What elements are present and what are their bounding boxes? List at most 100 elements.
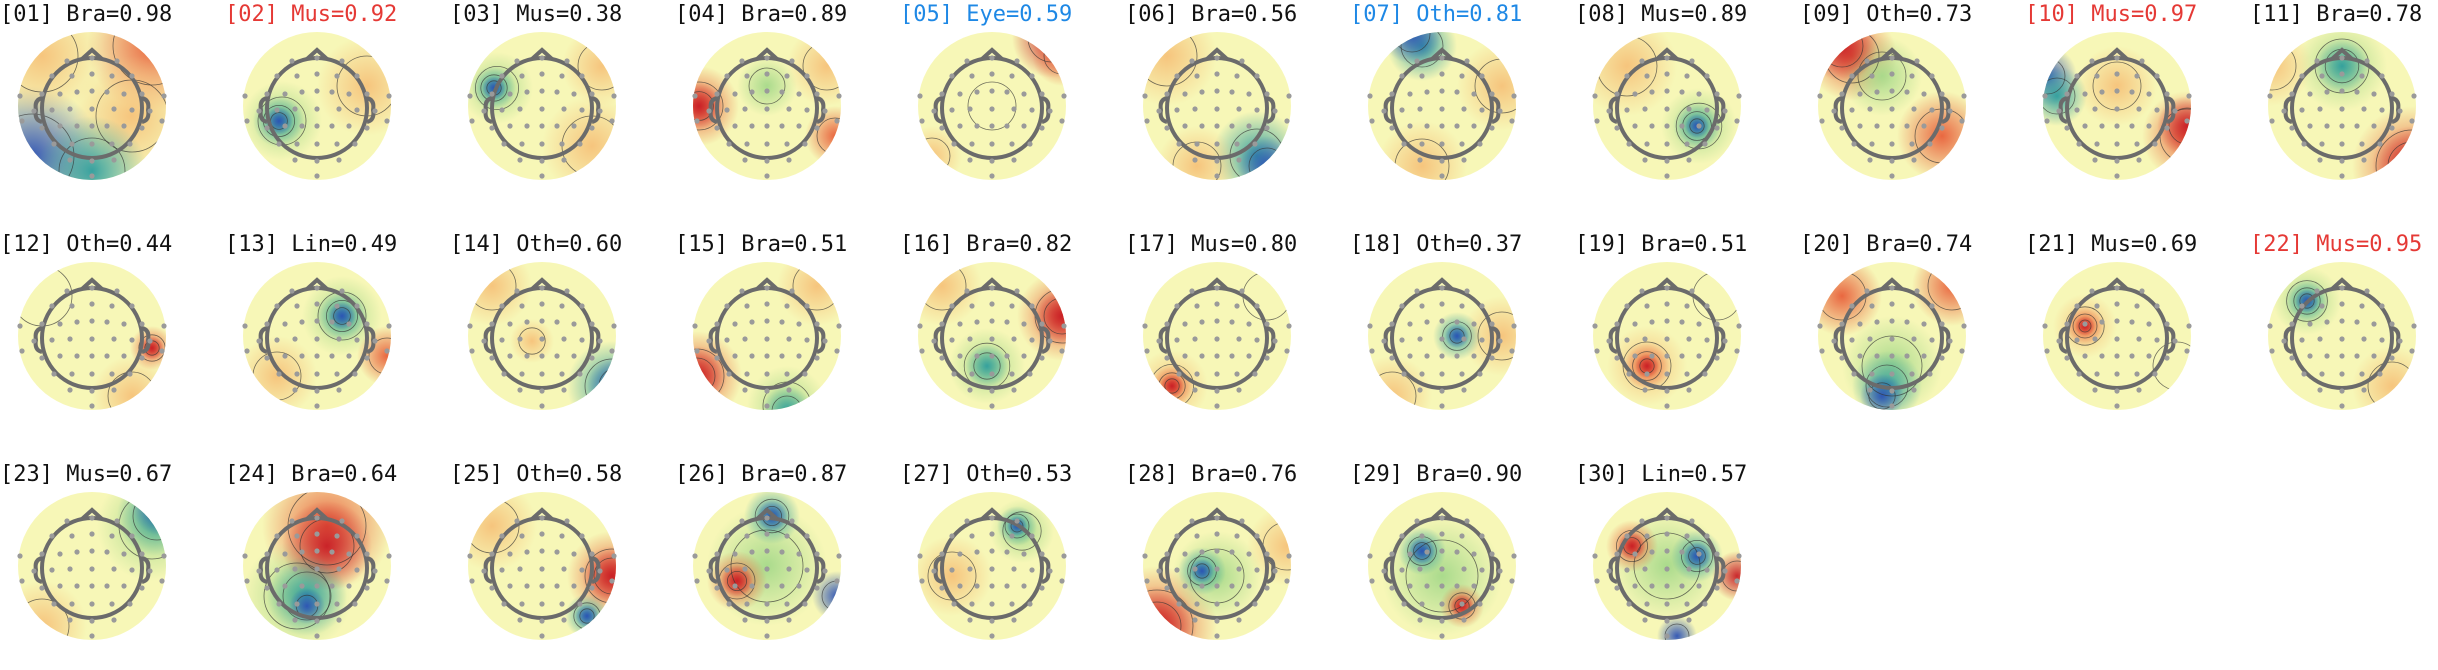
electrode-dot — [292, 566, 298, 572]
electrode-dot — [1004, 549, 1010, 555]
electrode-dot — [89, 601, 95, 607]
electrode-dot — [989, 301, 995, 307]
electrode-dot — [469, 348, 475, 354]
electrode-dot — [1851, 141, 1857, 147]
electrode-dot — [1734, 118, 1740, 124]
electrode-dot — [1246, 321, 1252, 327]
electrode-dot — [1214, 106, 1220, 112]
electrode-dot — [796, 551, 802, 557]
activation-pattern — [707, 492, 841, 626]
electrode-dot — [2371, 123, 2377, 129]
electrode-dot — [814, 91, 820, 97]
activation-blob — [1635, 354, 1659, 378]
electrode-dot — [1686, 157, 1692, 163]
electrode-dot — [804, 567, 810, 573]
electrode-dot — [334, 371, 340, 377]
component-label: [05] Eye=0.59 — [900, 2, 1073, 27]
electrode-dot — [1644, 533, 1650, 539]
electrode-dot — [57, 353, 63, 359]
electrode-dot — [1909, 371, 1915, 377]
component-panel: [08] Mus=0.89 — [1575, 0, 1800, 210]
electrode-dot — [764, 141, 770, 147]
electrode-dot — [292, 336, 298, 342]
activation-blob — [1190, 559, 1214, 583]
electrode-dot — [2339, 353, 2345, 359]
electrode-dot — [1414, 288, 1420, 294]
electrode-dot — [1047, 338, 1053, 344]
activation-blob — [1408, 537, 1436, 565]
contour-line — [1413, 542, 1431, 560]
electrode-dot — [1497, 108, 1503, 114]
electrode-dot — [989, 318, 995, 324]
electrode-dot — [2307, 91, 2313, 97]
electrode-dot — [1254, 107, 1260, 113]
electrode-dot — [89, 318, 95, 324]
nose-outline — [1205, 507, 1229, 521]
electrode-dot — [764, 301, 770, 307]
electrode-dot — [1874, 89, 1880, 95]
electrode-dot — [1459, 73, 1465, 79]
electrode-dot — [974, 123, 980, 129]
electrode-dot — [1439, 71, 1445, 77]
electrode-dot — [1684, 141, 1690, 147]
electrode-dot — [31, 108, 37, 114]
electrode-dot — [2359, 73, 2365, 79]
electrode-dot — [1439, 173, 1445, 179]
electrode-dot — [779, 353, 785, 359]
electrode-dot — [2339, 285, 2345, 291]
electrode-dot — [1509, 578, 1515, 584]
electrode-dot — [1867, 106, 1873, 112]
electrode-dot — [1722, 568, 1728, 574]
electrode-dot — [1869, 73, 1875, 79]
electrode-dot — [539, 531, 545, 537]
electrode-dot — [1192, 157, 1198, 163]
electrode-dot — [1174, 107, 1180, 113]
electrode-dot — [1286, 93, 1292, 99]
electrode-dot — [1039, 355, 1045, 361]
electrode-dot — [2319, 303, 2325, 309]
electrode-dot — [796, 123, 802, 129]
electrode-dot — [1254, 73, 1260, 79]
electrode-dot — [1511, 553, 1517, 559]
electrode-dot — [1407, 583, 1413, 589]
electrode-dot — [1594, 348, 1600, 354]
electrode-dot — [2364, 58, 2370, 64]
electrode-dot — [2371, 321, 2377, 327]
electrode-dot — [501, 601, 507, 607]
electrode-dot — [1471, 321, 1477, 327]
electrode-dot — [2186, 93, 2192, 99]
electrode-dot — [1889, 106, 1895, 112]
electrode-dot — [354, 107, 360, 113]
electrode-dot — [2411, 323, 2417, 329]
electrode-dot — [1614, 125, 1620, 131]
electrode-dot — [1009, 371, 1015, 377]
electrode-dot — [89, 633, 95, 639]
electrode-dot — [1192, 387, 1198, 393]
electrode-dot — [1839, 91, 1845, 97]
electrode-dot — [732, 91, 738, 97]
electrode-dot — [1272, 108, 1278, 114]
electrode-dot — [2409, 118, 2415, 124]
electrode-dot — [1722, 108, 1728, 114]
electrode-dot — [1021, 321, 1027, 327]
electrode-dot — [1864, 58, 1870, 64]
electrode-dot — [1236, 387, 1242, 393]
electrode-dot — [352, 601, 358, 607]
electrode-dot — [39, 91, 45, 97]
electrode-dot — [147, 568, 153, 574]
component-label: [26] Bra=0.87 — [675, 462, 848, 487]
electrode-dot — [2317, 106, 2323, 112]
electrode-dot — [1857, 123, 1863, 129]
electrode-dot — [559, 141, 565, 147]
electrode-dot — [1419, 371, 1425, 377]
electrode-dot — [1714, 551, 1720, 557]
electrode-dot — [314, 88, 320, 94]
electrode-dot — [2114, 318, 2120, 324]
component-panel: [27] Oth=0.53 — [900, 460, 1125, 670]
electrode-dot — [814, 125, 820, 131]
electrode-dot — [2074, 337, 2080, 343]
electrode-dot — [1439, 55, 1445, 61]
electrode-dot — [2389, 91, 2395, 97]
contour-line — [2286, 280, 2328, 322]
electrode-dot — [294, 73, 300, 79]
